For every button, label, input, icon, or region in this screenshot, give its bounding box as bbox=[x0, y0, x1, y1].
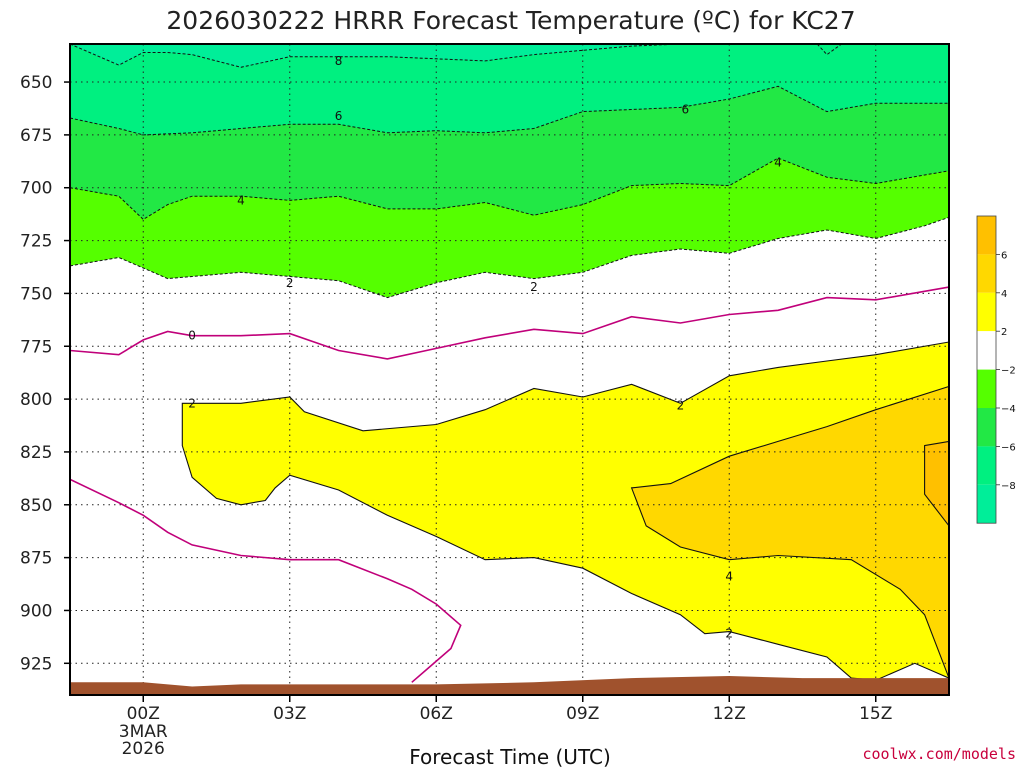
x-tick-sublabel: 3MAR bbox=[119, 722, 168, 742]
y-tick-label: 900 bbox=[20, 601, 52, 621]
colorbar-swatch bbox=[977, 408, 996, 447]
x-tick-label: 06Z bbox=[420, 704, 453, 724]
fill-band-neg6-neg4 bbox=[70, 86, 949, 220]
contour-label: 2 bbox=[530, 280, 538, 294]
y-tick-label: 725 bbox=[20, 232, 52, 252]
y-tick-label: 700 bbox=[20, 179, 52, 199]
x-axis-title: Forecast Time (UTC) bbox=[409, 745, 611, 768]
contour-line-neg2 bbox=[70, 216, 949, 299]
colorbar-swatch bbox=[977, 216, 996, 255]
y-axis: 650 675 700 725 750 775 800 825 850 875 900 925 bbox=[20, 73, 70, 674]
fill-region-6-8 bbox=[924, 441, 949, 526]
fill-region-4-6 bbox=[631, 386, 949, 679]
colorbar-label: −2 bbox=[1001, 366, 1016, 377]
x-tick-label: 09Z bbox=[566, 704, 599, 724]
y-tick-label: 775 bbox=[20, 337, 52, 357]
contour-label: 6 bbox=[335, 109, 343, 123]
contour-line-2 bbox=[181, 341, 949, 681]
y-tick-label: 800 bbox=[20, 390, 52, 410]
contour-label: 4 bbox=[237, 193, 245, 207]
fill-region-2-4 bbox=[182, 342, 949, 681]
x-tick-label: 00Z bbox=[127, 704, 160, 724]
colorbar-label: −8 bbox=[1001, 481, 1016, 492]
colorbar-label: 2 bbox=[1001, 327, 1007, 338]
contour-label: 2 bbox=[188, 396, 196, 410]
y-tick-label: 850 bbox=[20, 496, 52, 516]
contour-line-neg8-b bbox=[816, 44, 842, 56]
contour-line-neg6 bbox=[70, 85, 949, 136]
y-tick-label: 925 bbox=[20, 654, 52, 674]
plot-area: 8 6 6 4 4 2 2 0 2 2 4 2 bbox=[70, 44, 949, 695]
contour-line-4 bbox=[630, 385, 949, 679]
contour-label: 2 bbox=[677, 398, 685, 412]
colorbar-swatch bbox=[977, 254, 996, 293]
contour-label: 2 bbox=[286, 276, 294, 290]
grid-lines bbox=[70, 44, 949, 695]
y-tick-label: 675 bbox=[20, 126, 52, 146]
plot-frame bbox=[69, 43, 950, 696]
chart-title: 2026030222 HRRR Forecast Temperature (ºC… bbox=[166, 6, 855, 35]
colorbar-swatch bbox=[977, 369, 996, 408]
colorbar-label: −6 bbox=[1001, 442, 1016, 453]
isotherm-zero-line-lower bbox=[70, 478, 462, 683]
colorbar-swatch bbox=[977, 331, 996, 370]
x-tick-sublabel: 2026 bbox=[122, 739, 165, 759]
isotherm-zero-line bbox=[70, 286, 949, 360]
colorbar-swatch bbox=[977, 446, 996, 485]
contour-labels: 8 6 6 4 4 2 2 0 2 2 4 2 bbox=[188, 54, 782, 641]
colorbar-legend: 6 4 2 −2 −4 −6 −8 bbox=[976, 215, 1016, 524]
x-tick-label: 12Z bbox=[713, 704, 746, 724]
y-tick-label: 650 bbox=[20, 73, 52, 93]
colorbar-label: 6 bbox=[1001, 250, 1007, 261]
contour-label: 2 bbox=[725, 627, 733, 641]
y-tick-label: 750 bbox=[20, 284, 52, 304]
colorbar-label: −4 bbox=[1001, 404, 1016, 415]
credit-text[interactable]: coolwx.com/models bbox=[862, 745, 1016, 763]
contour-line-neg4 bbox=[70, 157, 949, 221]
ground-surface bbox=[70, 676, 949, 695]
y-tick-label: 875 bbox=[20, 549, 52, 569]
contour-label: 4 bbox=[774, 155, 782, 169]
contour-label: 6 bbox=[681, 103, 689, 117]
contour-line-6 bbox=[924, 440, 949, 527]
x-tick-label: 15Z bbox=[859, 704, 892, 724]
colorbar-label: 4 bbox=[1001, 289, 1007, 300]
contour-label: 4 bbox=[725, 570, 733, 584]
contour-label: 8 bbox=[335, 54, 343, 68]
x-tick-label: 03Z bbox=[273, 704, 306, 724]
colorbar-swatch bbox=[977, 292, 996, 332]
colorbar-swatch bbox=[977, 484, 996, 524]
contour-line-neg8 bbox=[70, 44, 730, 68]
contour-label: 0 bbox=[188, 329, 196, 343]
y-tick-label: 825 bbox=[20, 443, 52, 463]
